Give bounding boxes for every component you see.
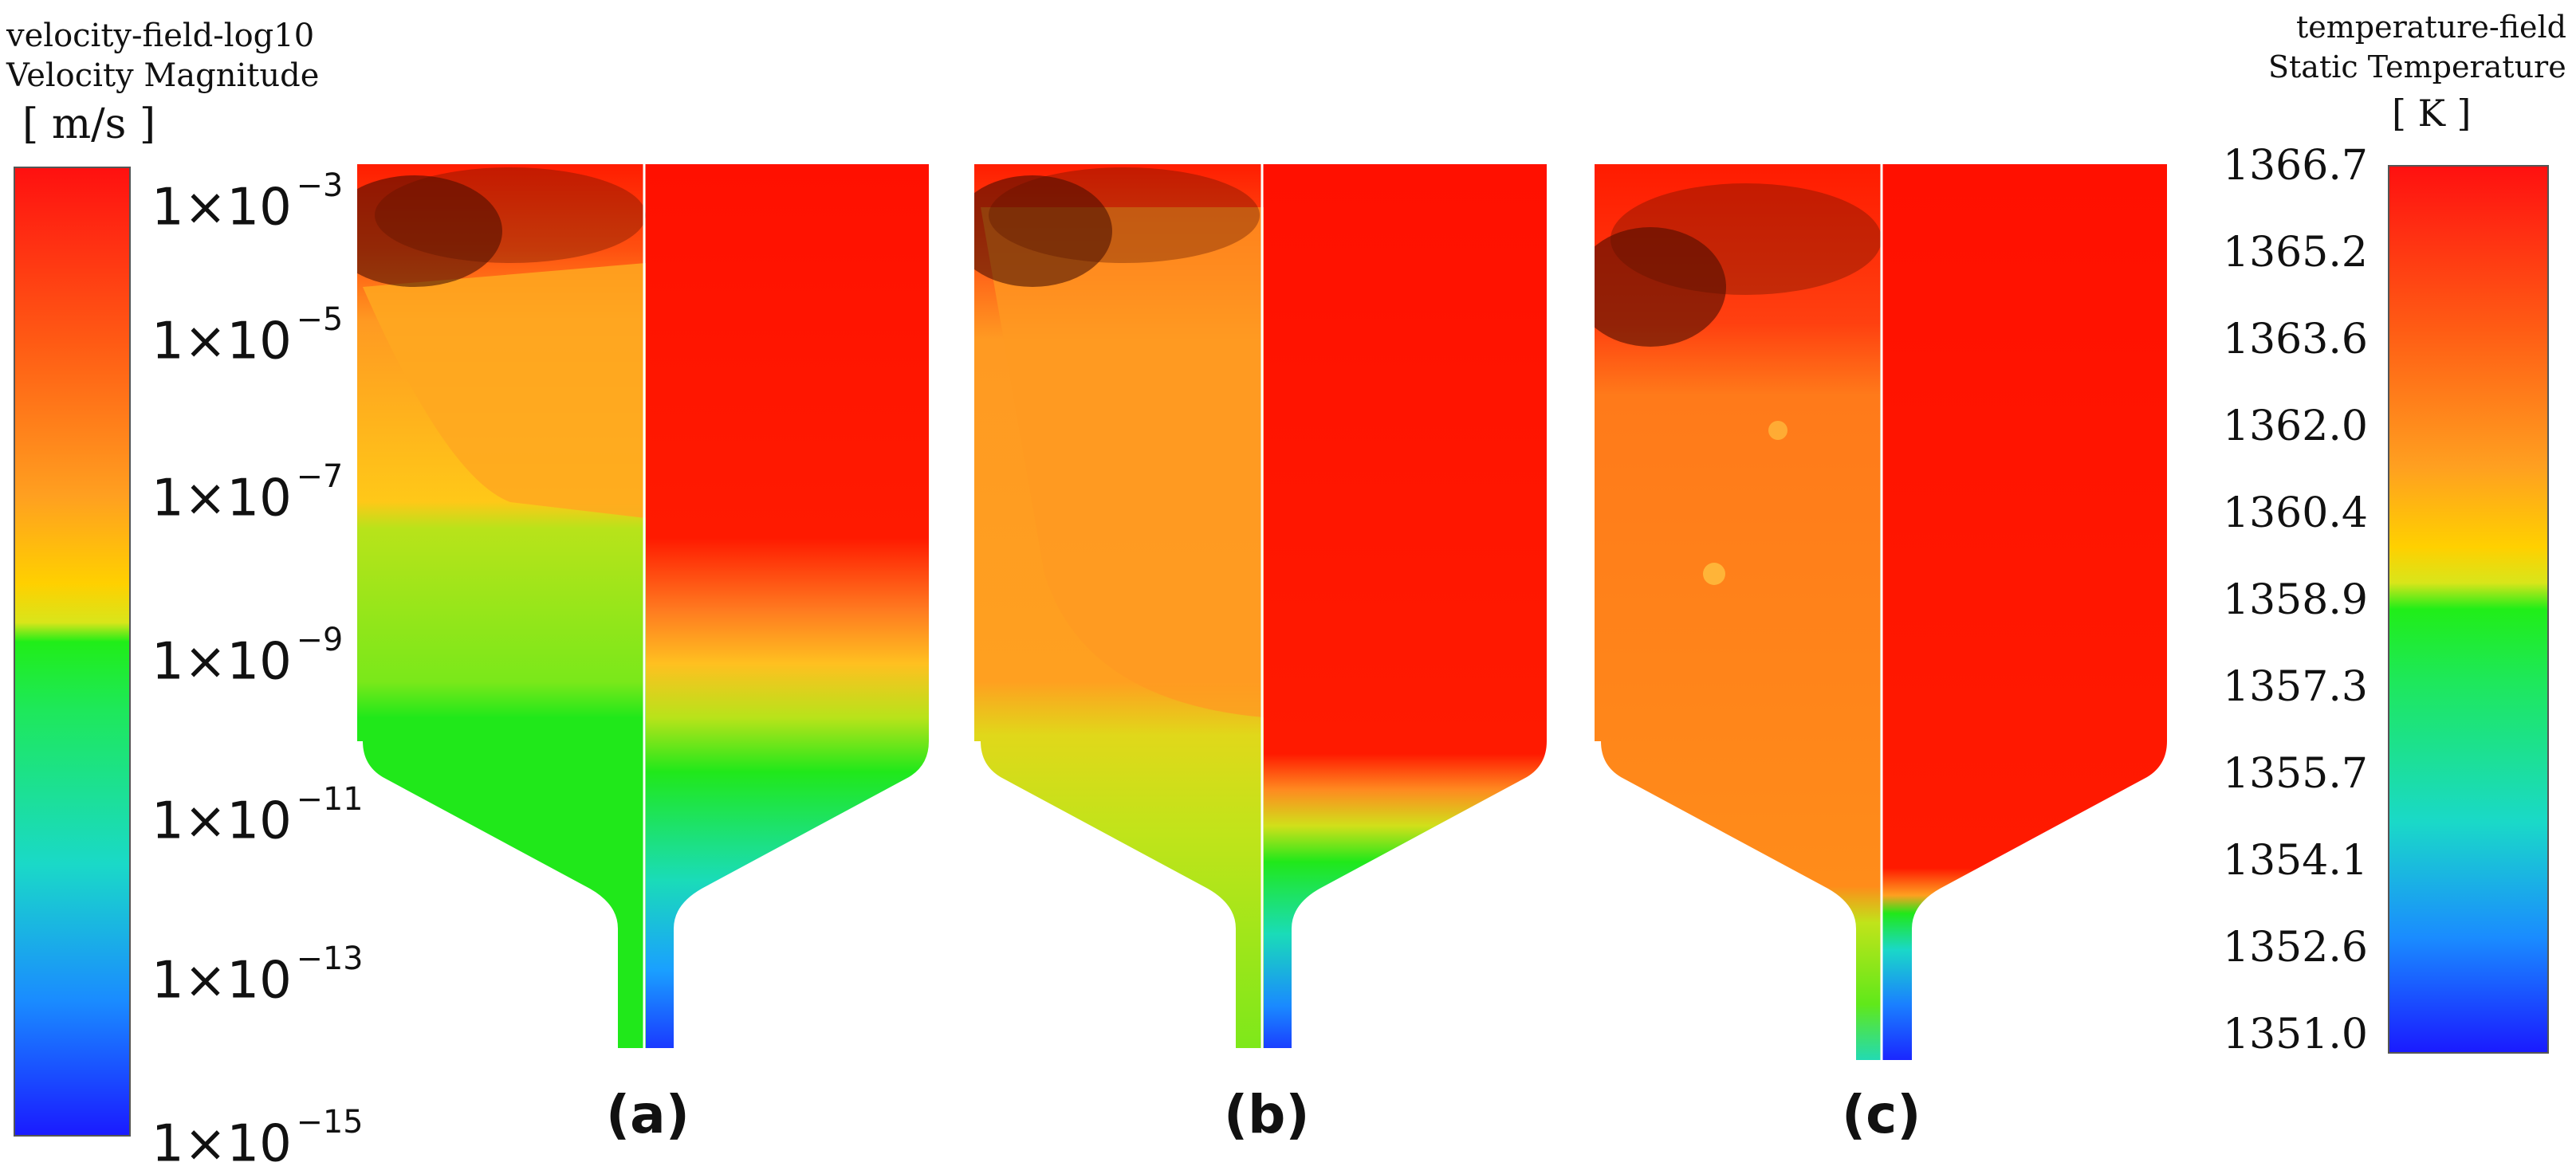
velocity-legend-title-1: velocity-field-log10	[6, 18, 315, 54]
panel-label-b: (b)	[1224, 1084, 1310, 1145]
velocity-tick-1: 1×10 −3	[151, 167, 344, 238]
temperature-tick-4: 1362.0	[2223, 402, 2368, 450]
temperature-tick-1: 1366.7	[2223, 142, 2368, 190]
temperature-tick-3: 1363.6	[2223, 316, 2368, 363]
temperature-legend-title-1: temperature-field	[2296, 10, 2566, 45]
temperature-tick-7: 1357.3	[2223, 663, 2368, 711]
panel-label-c: (c)	[1842, 1084, 1921, 1145]
panel-a-contour	[357, 164, 929, 1048]
temperature-tick-11: 1351.0	[2223, 1011, 2368, 1058]
velocity-colorbar	[14, 167, 131, 1137]
temperature-tick-2: 1365.2	[2223, 229, 2368, 277]
temperature-tick-5: 1360.4	[2223, 489, 2368, 537]
velocity-legend-unit: [ m/s ]	[22, 100, 156, 148]
temperature-colorbar	[2388, 165, 2549, 1054]
temperature-tick-10: 1352.6	[2223, 924, 2368, 972]
temperature-tick-8: 1355.7	[2223, 750, 2368, 798]
panel-b-contour	[974, 164, 1547, 1048]
velocity-tick-7: 1×10 −15	[151, 1104, 364, 1174]
velocity-legend-title-2: Velocity Magnitude	[6, 57, 320, 94]
velocity-tick-5: 1×10 −11	[151, 781, 364, 851]
velocity-tick-4: 1×10 −9	[151, 622, 344, 692]
temperature-tick-9: 1354.1	[2223, 837, 2368, 885]
panel-c-contour	[1595, 164, 2167, 1060]
panel-label-a: (a)	[606, 1084, 690, 1145]
velocity-tick-6: 1×10 −13	[151, 940, 364, 1011]
velocity-tick-2: 1×10 −5	[151, 301, 344, 371]
temperature-legend-title-2: Static Temperature	[2268, 49, 2566, 84]
temperature-tick-6: 1358.9	[2223, 576, 2368, 624]
temperature-legend-unit: [ K ]	[2392, 92, 2472, 135]
velocity-tick-3: 1×10 −7	[151, 458, 344, 528]
